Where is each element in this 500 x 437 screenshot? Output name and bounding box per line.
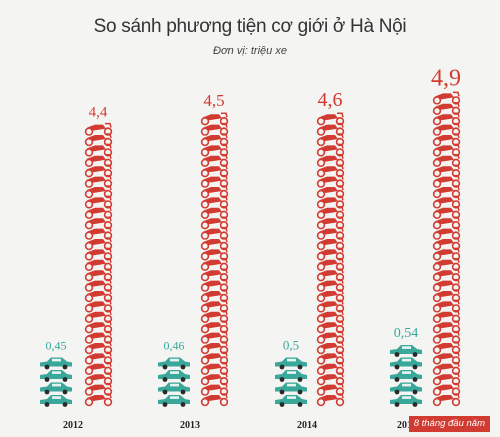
motorbike-icon [84,372,113,386]
motorbike-icon [432,91,461,105]
motorbike-icon [200,393,229,407]
motorbike-value-label: 4,9 [431,65,461,91]
car-icon [390,395,422,407]
motorbike-icon [316,133,345,147]
motorbike-bar-2014 [316,112,345,407]
motorbike-icon [84,393,113,407]
motorbike-icon [84,216,113,230]
motorbike-icon [200,382,229,396]
car-icon [40,357,72,370]
motorbike-icon [84,154,113,168]
motorbike-icon [84,164,113,178]
x-tick-label: 2014 [297,420,317,431]
motorbike-icon [200,320,229,334]
car-value-label: 0,5 [283,338,299,353]
car-icon [390,345,422,357]
car-icon [158,395,190,407]
car-value-label: 0,45 [46,339,67,353]
car-value-label: 0,46 [164,339,185,353]
motorbike-icon [200,299,229,313]
car-value-label: 0,54 [394,326,419,341]
motorbike-icon [84,122,113,136]
car-bar-2013 [158,357,190,407]
motorbike-icon [84,330,113,344]
car-icon [158,370,190,382]
x-tick-label: 2015 [397,420,417,431]
car-bar-2014 [275,357,307,407]
car-icon [158,357,190,370]
car-icon [40,395,72,407]
chart-title: So sánh phương tiện cơ giới ở Hà Nội [93,16,407,37]
motorbike-icon [200,278,229,292]
motorbike-icon [432,143,461,157]
note-badge: 8 tháng đầu năm [408,416,490,432]
car-icon [40,370,72,382]
car-bar-2015 [390,345,422,407]
car-icon [390,357,422,370]
motorbike-icon [432,226,461,240]
motorbike-icon [84,185,113,199]
motorbike-icon [200,237,229,251]
motorbike-icon [200,247,229,261]
motorbike-value-label: 4,5 [203,91,224,110]
car-icon [158,382,190,395]
motorbike-icon [316,258,345,271]
motorbike-icon [432,289,461,303]
motorbike-icon [316,112,345,126]
motorbike-icon [316,122,345,136]
motorbike-icon [432,237,461,251]
chart-subtitle: Đơn vị: triệu xe [213,45,287,57]
car-icon [40,382,72,395]
motorbike-bar-2012 [84,122,113,407]
motorbike-icon [200,112,229,126]
car-icon [390,370,422,382]
car-bar-2012 [40,357,72,407]
car-icon [390,382,422,395]
car-icon [275,382,307,395]
motorbike-icon [200,185,229,199]
motorbike-bar-2015 [432,91,461,407]
car-icon [275,370,307,382]
motorbike-icon [316,154,345,168]
motorbike-icon [200,174,229,188]
motorbike-icon [316,278,345,292]
motorbike-icon [200,133,229,147]
x-tick-label: 2013 [180,420,200,431]
motorbike-icon [432,195,461,209]
motorbike-value-label: 4,6 [318,89,343,111]
motorbike-icon [200,154,229,168]
x-tick-label: 2012 [63,420,83,431]
motorbike-icon [316,206,345,220]
motorbike-icon [316,341,345,355]
car-icon [275,357,307,370]
motorbike-value-label: 4,4 [89,105,108,121]
motorbike-icon [316,185,345,199]
car-icon [275,395,307,407]
motorbike-icon [432,174,461,188]
motorbike-icon [200,310,229,323]
motorbike-icon [84,143,113,157]
motorbike-icon [316,299,345,313]
motorbike-icon [316,237,345,251]
motorbike-icon [200,216,229,230]
motorbike-bar-2013 [200,112,229,407]
motorbike-icon [200,341,229,355]
